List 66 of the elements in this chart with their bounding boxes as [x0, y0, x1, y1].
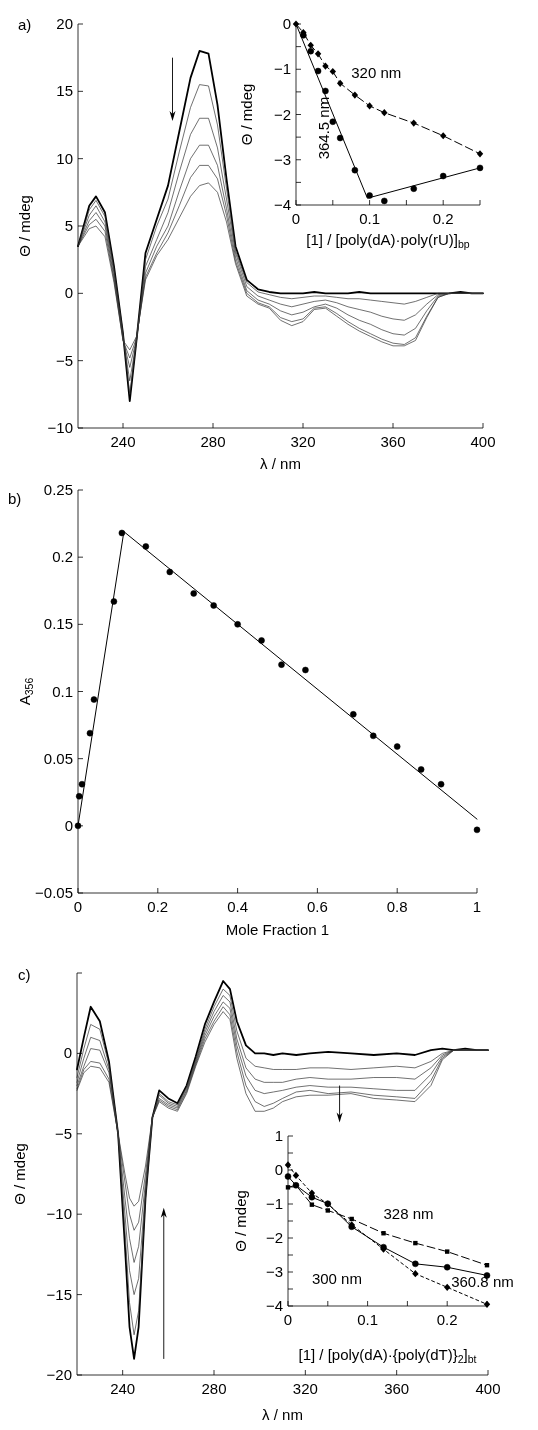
y-tick-label: 1 [274, 1127, 283, 1144]
y-tick-label: −20 [46, 1366, 72, 1383]
x-axis-title: λ / nm [262, 1406, 303, 1423]
y-tick-label: −4 [265, 1297, 283, 1314]
x-tick-label: 360 [380, 433, 406, 450]
x-tick-label: 0.1 [357, 1311, 379, 1328]
y-tick-label: −3 [265, 1263, 283, 1280]
y-tick-label: 15 [56, 82, 73, 100]
y-tick-label: 0.2 [52, 548, 73, 566]
y-axis-title: Θ / mdeg [232, 1190, 249, 1252]
y-tick-label: 0 [274, 1161, 283, 1178]
x-tick-label: 400 [475, 1380, 501, 1397]
y-tick-label: −10 [46, 1205, 72, 1223]
text: a) [18, 16, 32, 33]
x-tick-label: 400 [470, 433, 496, 450]
series-label: 320 nm [351, 64, 402, 82]
y-tick-label: 20 [56, 15, 73, 32]
x-tick-label: 240 [110, 1380, 136, 1397]
y-tick-label: 0 [63, 1044, 72, 1062]
y-tick-label: 0.05 [43, 749, 73, 767]
y-tick-label: −15 [46, 1285, 72, 1303]
x-axis-title: λ / nm [260, 455, 301, 472]
x-tick-label: 1 [472, 898, 482, 915]
y-tick-label: 10 [56, 149, 73, 167]
x-tick-label: 0.2 [432, 210, 454, 227]
y-tick-label: −1 [265, 1195, 283, 1212]
series-label: 360.8 nm [451, 1273, 514, 1291]
x-tick-label: 360 [384, 1380, 410, 1397]
y-tick-label: 0.25 [43, 481, 73, 498]
text: b) [8, 490, 22, 507]
y-tick-label: −3 [273, 150, 291, 168]
y-tick-label: −0.05 [35, 884, 73, 901]
y-tick-label: 0.1 [52, 682, 73, 700]
series-label: 328 nm [383, 1205, 434, 1223]
x-axis-title: Mole Fraction 1 [225, 921, 330, 938]
y-tick-label: 0 [64, 284, 73, 302]
y-axis-title: Θ / mdeg [238, 83, 255, 146]
y-axis-title: Θ / mdeg [11, 1143, 28, 1205]
x-tick-label: 320 [292, 1380, 318, 1397]
y-tick-label: −2 [273, 105, 291, 123]
series-label: 300 nm [311, 1269, 362, 1287]
x-tick-label: 0.6 [306, 898, 328, 915]
y-tick-label: 0 [282, 15, 291, 32]
x-axis-title: [1] / [poly(dA)·poly(rU)]$_{bp}$ [306, 231, 470, 251]
x-tick-label: 0.1 [359, 210, 381, 227]
y-tick-label: −10 [47, 419, 73, 436]
x-tick-label: 280 [201, 1380, 227, 1397]
y-tick-label: −1 [273, 60, 291, 78]
y-tick-label: 0.15 [43, 615, 73, 633]
x-tick-label: 280 [200, 433, 226, 450]
text: 364.5 nm [315, 96, 333, 160]
x-tick-label: 0.2 [147, 898, 169, 915]
x-axis-title: [1] / [poly(dA)·{poly(dT)}$_{2}$]$_{bt}$ [298, 1346, 477, 1366]
y-tick-label: −5 [55, 351, 73, 369]
y-tick-label: −5 [54, 1124, 72, 1142]
x-tick-label: 240 [110, 433, 136, 450]
x-tick-label: 0.4 [227, 898, 249, 915]
y-tick-label: 5 [64, 217, 73, 234]
text: c) [18, 966, 31, 983]
y-tick-label: −2 [265, 1229, 283, 1246]
y-axis-title: Θ / mdeg [16, 195, 33, 257]
x-tick-label: 320 [290, 433, 316, 450]
x-tick-label: 0.2 [436, 1311, 458, 1328]
x-tick-label: 0.8 [386, 898, 408, 915]
y-tick-label: −4 [273, 196, 291, 213]
y-tick-label: 0 [64, 816, 73, 834]
